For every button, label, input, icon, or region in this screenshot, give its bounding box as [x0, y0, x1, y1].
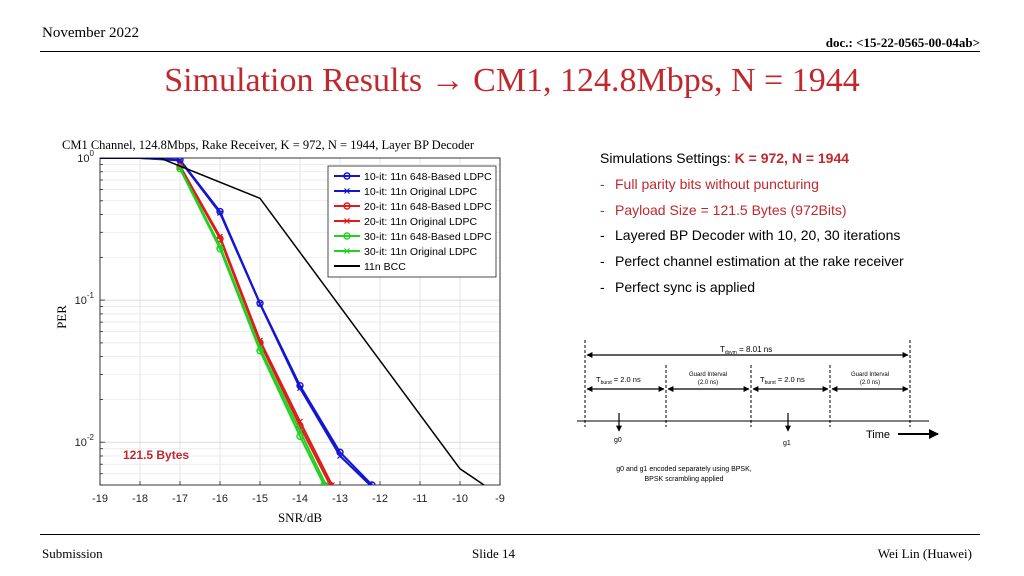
data-point: [256, 299, 264, 307]
footer-slide-number: Slide 14: [472, 546, 515, 561]
legend-label: 10-it: 11n Original LDPC: [364, 186, 477, 198]
legend-marker: [343, 232, 351, 240]
x-axis-label: SNR/dB: [278, 510, 322, 525]
x-tick-label: -11: [412, 493, 427, 505]
x-marker-stroke: [297, 418, 303, 425]
x-tick-label: -9: [495, 493, 505, 505]
x-tick-label: -16: [212, 493, 228, 505]
plot-frame: [99, 157, 501, 486]
x-marker-stroke: [217, 233, 223, 240]
x-marker-stroke: [367, 482, 371, 485]
guard-interval-value-1: (2.0 ns): [698, 380, 718, 386]
legend-label: 20-it: 11n Original LDPC: [364, 216, 477, 228]
data-point: [297, 418, 303, 425]
simulation-settings: Simulations Settings: K = 972, N = 1944 …: [600, 148, 904, 303]
x-marker-stroke: [297, 428, 303, 434]
x-marker-stroke: [297, 385, 303, 392]
timing-diagram: Tdsym = 8.01 ns Tburst = 2.0 ns Tburst =…: [577, 340, 939, 483]
data-point: [368, 481, 376, 485]
data-point: [217, 233, 223, 240]
x-marker-stroke: [257, 301, 263, 307]
y-tick-label: 10-1: [75, 291, 95, 307]
settings-bullet: - Layered BP Decoder with 10, 20, 30 iter…: [600, 227, 901, 244]
tburst-label-2: Tburst = 2.0 ns: [760, 375, 805, 386]
x-marker-stroke: [323, 482, 327, 485]
footer-rule: [40, 534, 980, 535]
x-tick-label: -18: [132, 493, 148, 505]
legend-marker: [343, 202, 351, 210]
settings-bullet: - Payload Size = 121.5 Bytes (972Bits): [600, 201, 847, 218]
settings-heading-prefix: Simulations Settings:: [600, 150, 735, 166]
x-tick-label: -10: [452, 493, 468, 505]
x-tick-label: -15: [252, 493, 268, 505]
settings-heading: Simulations Settings: K = 972, N = 1944: [600, 148, 904, 174]
x-tick-label: -17: [172, 493, 188, 505]
settings-bullet: - Perfect sync is applied: [600, 278, 756, 295]
legend-label: 20-it: 11n 648-Based LDPC: [364, 201, 492, 213]
legend-marker: [344, 248, 350, 254]
x-tick-label: -19: [92, 493, 108, 505]
chart-annotation: 121.5 Bytes: [123, 448, 189, 462]
x-marker-stroke: [331, 482, 335, 485]
data-point: [367, 482, 373, 485]
header-doc-number: doc.: <15-22-0565-00-04ab>: [825, 35, 980, 50]
data-point: [217, 243, 223, 250]
header-rule: [40, 51, 980, 52]
timing-caption-line-2: BPSK scrambling applied: [645, 476, 724, 483]
data-point: [297, 385, 303, 392]
x-tick-label: -13: [332, 493, 348, 505]
tsym-label: Tdsym = 8.01 ns: [720, 345, 772, 356]
guard-interval-label-1: Guard Interval: [689, 372, 727, 378]
timing-caption-line-1: g0 and g1 encoded separately using BPSK,: [616, 466, 751, 473]
legend-marker: [344, 218, 350, 224]
x-marker-stroke: [369, 482, 373, 485]
legend-label: 10-it: 11n 648-Based LDPC: [364, 171, 492, 183]
x-marker-stroke: [344, 218, 350, 224]
x-marker-stroke: [257, 345, 263, 351]
settings-bullet: - Perfect channel estimation at the rake …: [600, 253, 904, 270]
tburst-label-1: Tburst = 2.0 ns: [596, 375, 641, 386]
g0-label: g0: [614, 437, 622, 444]
y-tick-label: 10-2: [75, 433, 95, 449]
per-chart: -19 -18 -17 -16 -15 -14 -13 -12 -11 -10 -9 100 10-1 1…: [54, 150, 505, 525]
data-point: [329, 482, 335, 485]
x-tick-label: -14: [292, 493, 308, 505]
guard-interval-label-2: Guard Interval: [851, 372, 889, 378]
header-date: November 2022: [42, 25, 140, 41]
data-point: [177, 158, 183, 164]
time-label: Time: [866, 429, 890, 441]
y-tick-label: 100: [77, 150, 94, 165]
series-line-6: [100, 158, 485, 485]
settings-heading-params: K = 972, N = 1944: [734, 150, 850, 166]
y-axis-label: PER: [54, 305, 69, 329]
guard-interval-value-2: (2.0 ns): [860, 380, 880, 386]
legend-label: 11n BCC: [364, 261, 406, 273]
x-marker-stroke: [325, 482, 329, 485]
legend-marker: [343, 172, 351, 180]
x-tick-label: -12: [372, 493, 388, 505]
data-point: [337, 453, 343, 459]
x-marker-stroke: [344, 188, 350, 194]
slide-title: Simulation Results → CM1, 124.8Mbps, N =…: [164, 62, 860, 99]
chart-title: CM1 Channel, 124.8Mbps, Rake Receiver, K…: [62, 138, 475, 152]
footer-left: Submission: [42, 546, 103, 561]
data-point: [257, 345, 263, 351]
x-marker-stroke: [337, 453, 343, 459]
x-marker-stroke: [344, 248, 350, 254]
legend-label: 30-it: 11n Original LDPC: [364, 246, 477, 258]
data-point: [217, 210, 223, 216]
series-group: [100, 158, 485, 485]
settings-bullet: - Full parity bits without puncturing: [600, 175, 819, 192]
data-point: [257, 301, 263, 307]
data-point: [323, 482, 329, 485]
legend-marker: [344, 188, 350, 194]
x-marker-stroke: [177, 158, 183, 164]
g1-label: g1: [783, 440, 791, 447]
x-marker-stroke: [217, 210, 223, 216]
footer-author: Wei Lin (Huawei): [877, 546, 972, 561]
x-marker-stroke: [329, 482, 333, 485]
x-marker-stroke: [217, 243, 223, 250]
legend-label: 30-it: 11n 648-Based LDPC: [364, 231, 492, 243]
data-point: [297, 428, 303, 434]
